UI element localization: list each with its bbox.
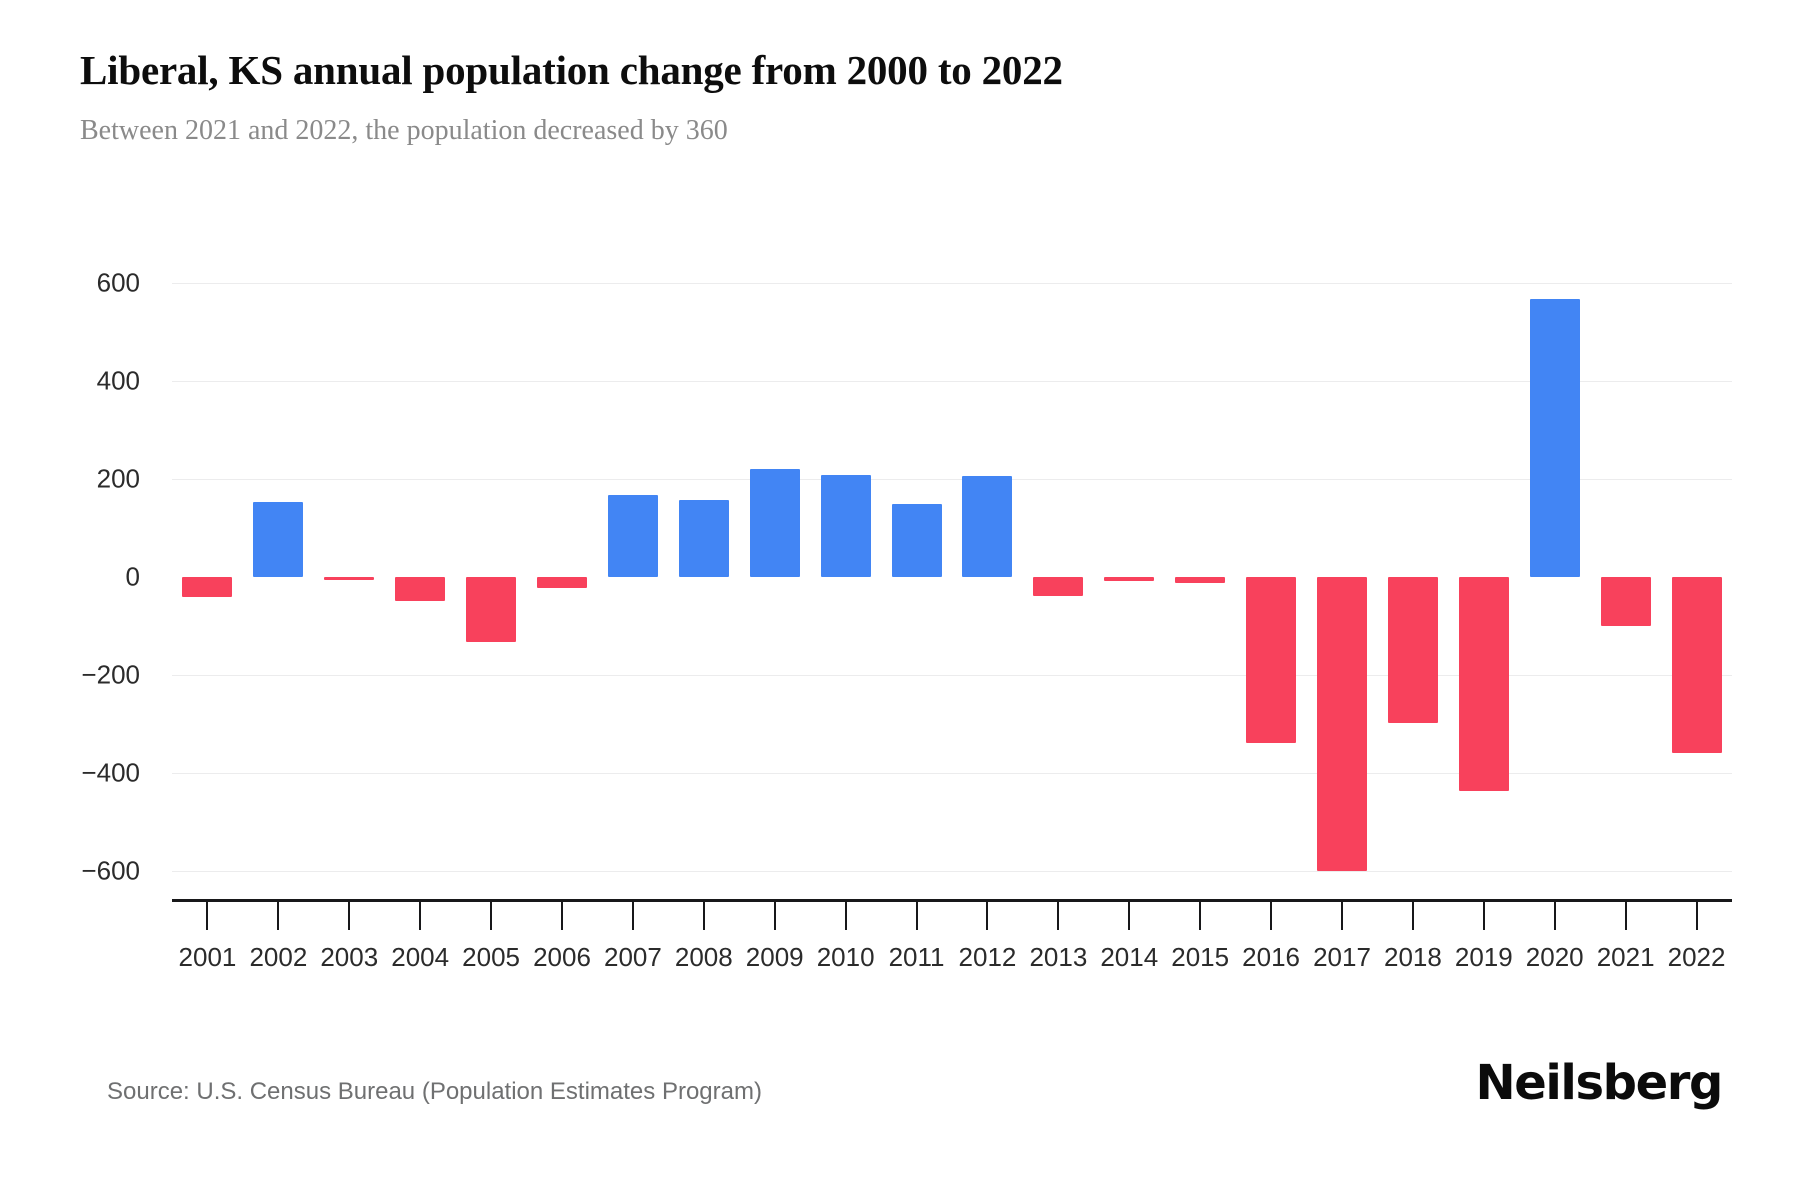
x-axis-tick	[1199, 902, 1202, 930]
x-axis-tick-label-2016: 2016	[1242, 942, 1300, 972]
x-axis-tick-label-2005: 2005	[462, 942, 520, 972]
source-note: Source: U.S. Census Bureau (Population E…	[107, 1078, 762, 1105]
x-axis-tick	[844, 902, 847, 930]
x-axis-tick	[490, 902, 493, 930]
bar-2012[interactable]	[962, 475, 1013, 577]
gridline--400	[172, 773, 1732, 774]
x-axis-tick	[1128, 902, 1131, 930]
x-axis-tick	[419, 902, 422, 930]
x-axis-tick	[1411, 902, 1414, 930]
x-axis-tick-label-2017: 2017	[1313, 942, 1371, 972]
x-axis-tick	[1553, 902, 1556, 930]
chart-header: Liberal, KS annual population change fro…	[80, 46, 1720, 148]
x-axis-tick	[1624, 902, 1627, 930]
gridline-400	[172, 381, 1732, 382]
bar-2019[interactable]	[1458, 577, 1509, 792]
x-axis-tick-label-2012: 2012	[958, 942, 1017, 972]
x-axis-tick-label-2003: 2003	[320, 942, 379, 972]
bar-2020[interactable]	[1529, 298, 1580, 577]
x-axis-tick-label-2004: 2004	[391, 942, 450, 972]
x-axis-tick-label-2006: 2006	[533, 942, 591, 972]
gridline-0	[172, 577, 1732, 578]
x-axis-tick-label-2011: 2011	[888, 942, 945, 972]
x-axis-tick-label-2013: 2013	[1029, 942, 1088, 972]
bar-2005[interactable]	[466, 577, 517, 643]
x-axis-tick	[1057, 902, 1060, 930]
neilsberg-logo: Neilsberg	[1475, 1055, 1723, 1111]
y-axis-tick-label: −400	[81, 757, 140, 788]
y-axis-tick-label: −200	[81, 659, 140, 690]
x-axis-tick	[915, 902, 918, 930]
x-axis-line	[172, 899, 1732, 902]
x-axis-tick	[986, 902, 989, 930]
bar-2021[interactable]	[1600, 577, 1651, 626]
x-axis-tick	[277, 902, 280, 930]
x-axis-tick-label-2021: 2021	[1596, 942, 1655, 972]
x-axis-tick	[702, 902, 705, 930]
bar-2009[interactable]	[749, 468, 800, 577]
x-axis-tick-label-2009: 2009	[745, 942, 804, 972]
gridline-200	[172, 479, 1732, 480]
bar-2011[interactable]	[891, 504, 942, 577]
x-axis-tick	[561, 902, 563, 930]
x-axis-tick-label-2018: 2018	[1383, 942, 1442, 972]
x-axis-tick-label-2019: 2019	[1454, 942, 1513, 972]
bar-2008[interactable]	[678, 500, 729, 577]
bar-2014[interactable]	[1104, 577, 1155, 581]
x-axis-tick	[1270, 902, 1273, 930]
bar-2007[interactable]	[607, 494, 658, 577]
x-axis-tick	[1695, 902, 1698, 930]
bar-2002[interactable]	[253, 502, 304, 577]
x-axis-tick-label-2022: 2022	[1667, 942, 1726, 972]
gridline--200	[172, 675, 1732, 676]
x-axis-tick-label-2014: 2014	[1100, 942, 1159, 972]
gridline-600	[172, 283, 1732, 284]
y-axis-tick-label: 0	[125, 561, 140, 592]
y-axis-tick-label: 400	[96, 365, 140, 396]
gridline--600	[172, 871, 1732, 872]
x-axis-tick-label-2015: 2015	[1171, 942, 1230, 972]
bar-2013[interactable]	[1033, 577, 1084, 596]
bar-2001[interactable]	[182, 577, 233, 597]
bar-2015[interactable]	[1175, 577, 1226, 583]
x-axis-tick-label-2001: 2001	[178, 942, 237, 972]
x-axis-tick	[1482, 902, 1485, 930]
x-axis-tick-label-2007: 2007	[603, 942, 662, 972]
bar-2010[interactable]	[820, 475, 871, 577]
bar-2006[interactable]	[537, 577, 587, 588]
x-axis-tick-label-2008: 2008	[674, 942, 733, 972]
bar-2018[interactable]	[1387, 577, 1438, 724]
x-axis-tick-label-2002: 2002	[249, 942, 308, 972]
bar-2022[interactable]	[1671, 577, 1722, 754]
y-axis-tick-label: −600	[81, 855, 140, 886]
x-axis-tick-label-2020: 2020	[1525, 942, 1584, 972]
x-axis-tick	[1341, 902, 1343, 930]
y-axis-tick-label: 600	[96, 267, 140, 298]
bar-2004[interactable]	[395, 577, 446, 601]
page-title: Liberal, KS annual population change fro…	[80, 47, 1063, 93]
bar-2017[interactable]	[1317, 577, 1367, 871]
bar-2003[interactable]	[324, 577, 375, 580]
x-axis-tick-label-2010: 2010	[816, 942, 875, 972]
x-axis-tick	[631, 902, 634, 930]
y-axis-tick-label: 200	[96, 463, 140, 494]
chart-subtitle: Between 2021 and 2022, the population de…	[80, 115, 728, 147]
x-axis-tick	[773, 902, 776, 930]
x-axis-tick	[348, 902, 351, 930]
x-axis-tick	[206, 902, 209, 930]
bar-2016[interactable]	[1246, 577, 1297, 743]
